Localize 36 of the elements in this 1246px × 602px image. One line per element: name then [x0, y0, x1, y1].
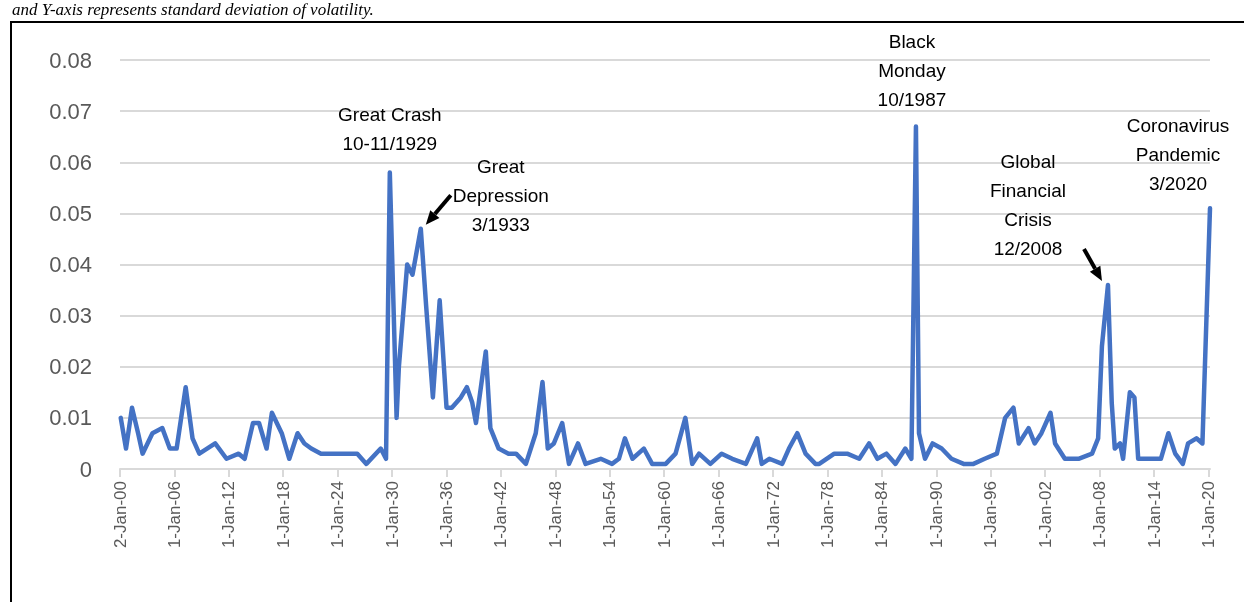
y-tick-label: 0.06 [49, 149, 92, 175]
x-tick-label: 1-Jan-08 [1090, 481, 1110, 549]
x-tick-label: 1-Jan-78 [818, 481, 838, 549]
x-tick-label: 1-Jan-48 [545, 481, 565, 549]
annotation: Coronavirus Pandemic 3/2020 [1126, 115, 1230, 195]
y-tick-label: 0.02 [49, 354, 92, 380]
text: and Y-axis represents standard deviation of volatility. [12, 0, 374, 20]
annotation: Black Monday 10/1987 [877, 31, 947, 111]
y-tick-label: 0.08 [49, 47, 92, 73]
x-tick-label: 1-Jan-30 [382, 481, 402, 549]
annotation: Global Financial Crisis 12/2008 [989, 150, 1066, 259]
annotation: Great Depression 3/1933 [452, 155, 549, 235]
y-tick-label: 0.05 [49, 200, 92, 226]
x-tick-label: 1-Jan-42 [491, 481, 511, 549]
y-tick-label: 0.04 [49, 252, 92, 277]
annotation: Great Crash 10-11/1929 [338, 104, 442, 155]
x-tick-label: 1-Jan-24 [328, 481, 348, 549]
x-tick-label: 1-Jan-14 [1144, 481, 1164, 549]
y-tick-label: 0.07 [49, 98, 92, 124]
x-tick-label: 1-Jan-66 [709, 481, 729, 549]
x-tick-label: 1-Jan-20 [1199, 481, 1219, 549]
x-tick-label: 1-Jan-02 [1035, 481, 1055, 549]
x-tick-label: 1-Jan-06 [164, 481, 184, 549]
x-tick-label: 1-Jan-96 [981, 481, 1001, 549]
x-tick-label: 1-Jan-90 [926, 481, 946, 549]
y-tick-label: 0 [79, 456, 92, 482]
x-tick-label: 1-Jan-60 [654, 481, 674, 549]
x-tick-label: 2-Jan-00 [110, 481, 130, 549]
x-tick-label: 1-Jan-12 [219, 481, 239, 549]
x-tick-label: 1-Jan-84 [872, 481, 892, 549]
x-tick-label: 1-Jan-36 [437, 481, 457, 549]
x-tick-label: 1-Jan-18 [273, 481, 293, 549]
x-tick-label: 1-Jan-54 [600, 481, 620, 549]
x-tick-label: 1-Jan-72 [763, 481, 783, 549]
y-tick-label: 0.01 [49, 405, 92, 431]
y-tick-label: 0.03 [49, 303, 92, 329]
